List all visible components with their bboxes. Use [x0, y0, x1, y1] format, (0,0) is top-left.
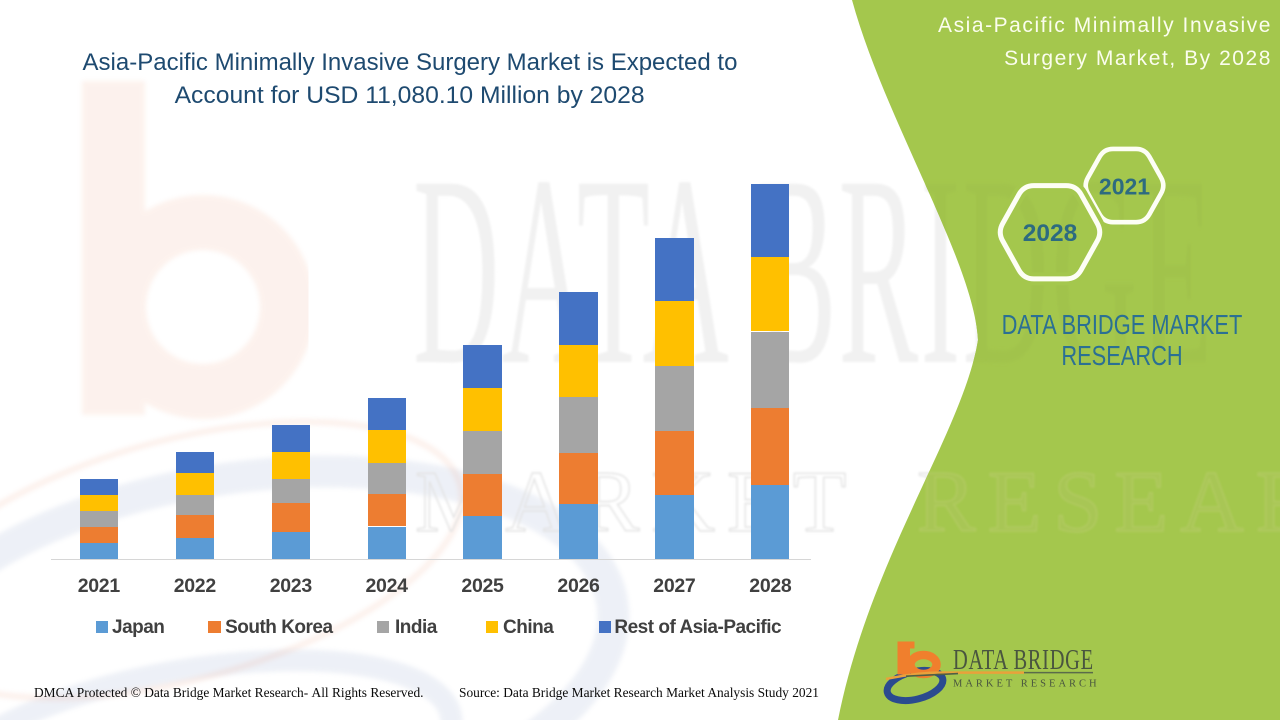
svg-text:DATA BRIDGE: DATA BRIDGE — [953, 645, 1094, 676]
svg-text:2021: 2021 — [1099, 174, 1150, 200]
svg-text:MARKET RESEARCH: MARKET RESEARCH — [953, 679, 1100, 690]
svg-text:MARKET RESEARCH: MARKET RESEARCH — [415, 454, 1280, 551]
svg-text:2028: 2028 — [1023, 220, 1078, 247]
